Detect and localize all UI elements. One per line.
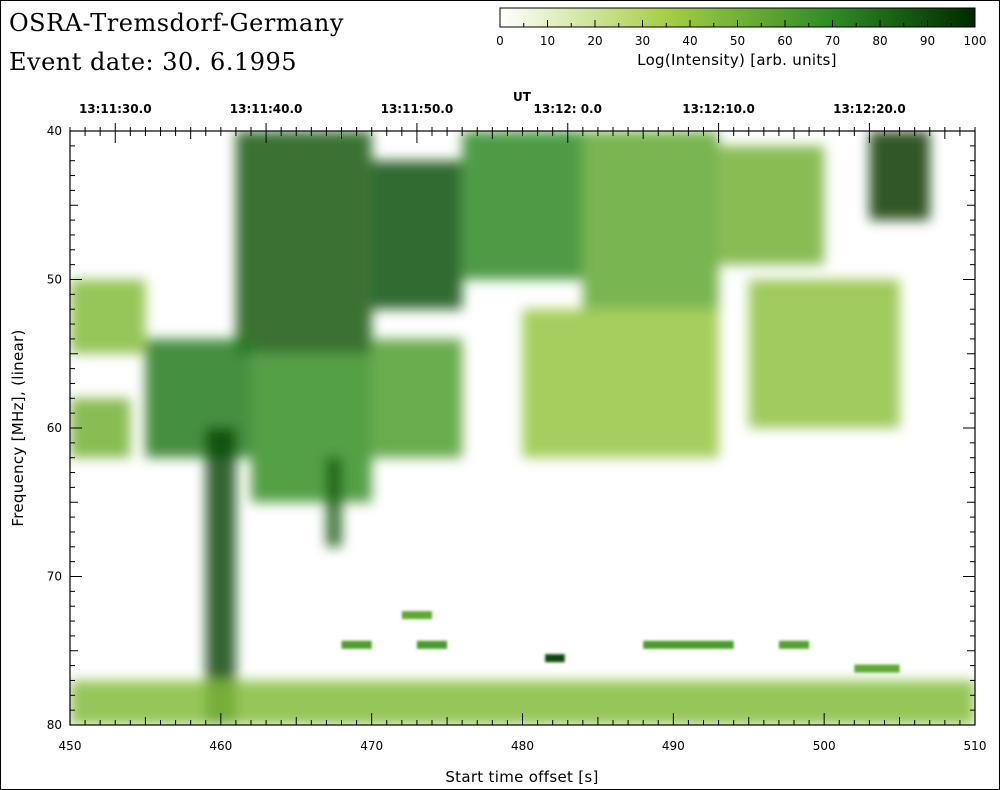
intensity-band-3 [643,640,734,649]
x-tick-label: 460 [209,739,232,753]
intensity-region-1 [371,160,463,310]
event-date-title: Event date: 30. 6.1995 [9,48,298,76]
colorbar-tick-label: 100 [964,34,987,48]
y-tick-label: 60 [47,421,62,435]
colorbar-tick-label: 20 [587,34,602,48]
colorbar-tick-label: 10 [540,34,555,48]
colorbar-tick-label: 60 [777,34,792,48]
x-tick-label: 490 [662,739,685,753]
intensity-region-12 [522,309,719,458]
intensity-bands [341,611,900,673]
top-tick-label: 13:12:10.0 [682,102,755,116]
intensity-region-4 [718,145,825,265]
intensity-region-0 [235,131,372,354]
intensity-region-15 [326,457,342,547]
intensity-band-5 [854,664,900,673]
y-tick-label: 50 [47,273,62,287]
top-tick-label: 13:11:30.0 [79,102,152,116]
intensity-band-0 [401,611,432,620]
y-tick-label: 40 [47,124,62,138]
y-tick-label: 70 [47,570,62,584]
intensity-band-1 [341,640,372,649]
intensity-region-13 [748,279,900,428]
intensity-band-2 [416,640,448,649]
colorbar-ticks: 0 10 20 30 40 50 60 70 80 90 100 [496,20,986,48]
intensity-region-11 [205,428,236,725]
x-tick-label: 470 [360,739,383,753]
colorbar-tick-label: 80 [872,34,887,48]
top-tick-label: 13:12:20.0 [833,102,906,116]
intensity-band-6 [545,654,565,663]
y-axis-label: Frequency [MHz], (linear) [9,329,27,526]
top-tick-label: 13:12: 0.0 [534,102,602,116]
top-axis-label: UT [513,90,532,104]
observatory-title: OSRA-Tremsdorf-Germany [9,9,344,37]
colorbar-tick-label: 40 [682,34,697,48]
x-tick-label: 500 [813,739,836,753]
intensity-region-8 [371,338,463,458]
intensity-region-3 [582,131,719,310]
colorbar-tick-label: 70 [825,34,840,48]
intensity-region-5 [869,131,930,221]
x-tick-label: 480 [511,739,534,753]
intensity-region-2 [462,131,583,280]
y-axis: 40 50 60 70 80 [47,124,975,732]
top-tick-label: 13:11:50.0 [381,102,454,116]
colorbar-tick-label: 30 [635,34,650,48]
top-tick-label: 13:11:40.0 [230,102,303,116]
x-axis: 450 460 470 480 490 500 510 [59,713,987,753]
y-tick-label: 80 [47,718,62,732]
x-tick-label: 510 [964,739,987,753]
top-ut-axis: 13:11:30.0 13:11:40.0 13:11:50.0 13:12: 0.0… [69,102,976,143]
colorbar-label: Log(Intensity) [arb. units] [637,51,837,69]
intensity-regions [70,131,975,725]
x-tick-label: 450 [59,739,82,753]
colorbar-tick-label: 0 [496,34,504,48]
intensity-region-9 [70,279,146,354]
intensity-region-7 [251,353,372,503]
colorbar-tick-label: 90 [920,34,935,48]
intensity-band-4 [778,640,810,649]
x-axis-label: Start time offset [s] [445,768,598,786]
colorbar-tick-label: 50 [730,34,745,48]
